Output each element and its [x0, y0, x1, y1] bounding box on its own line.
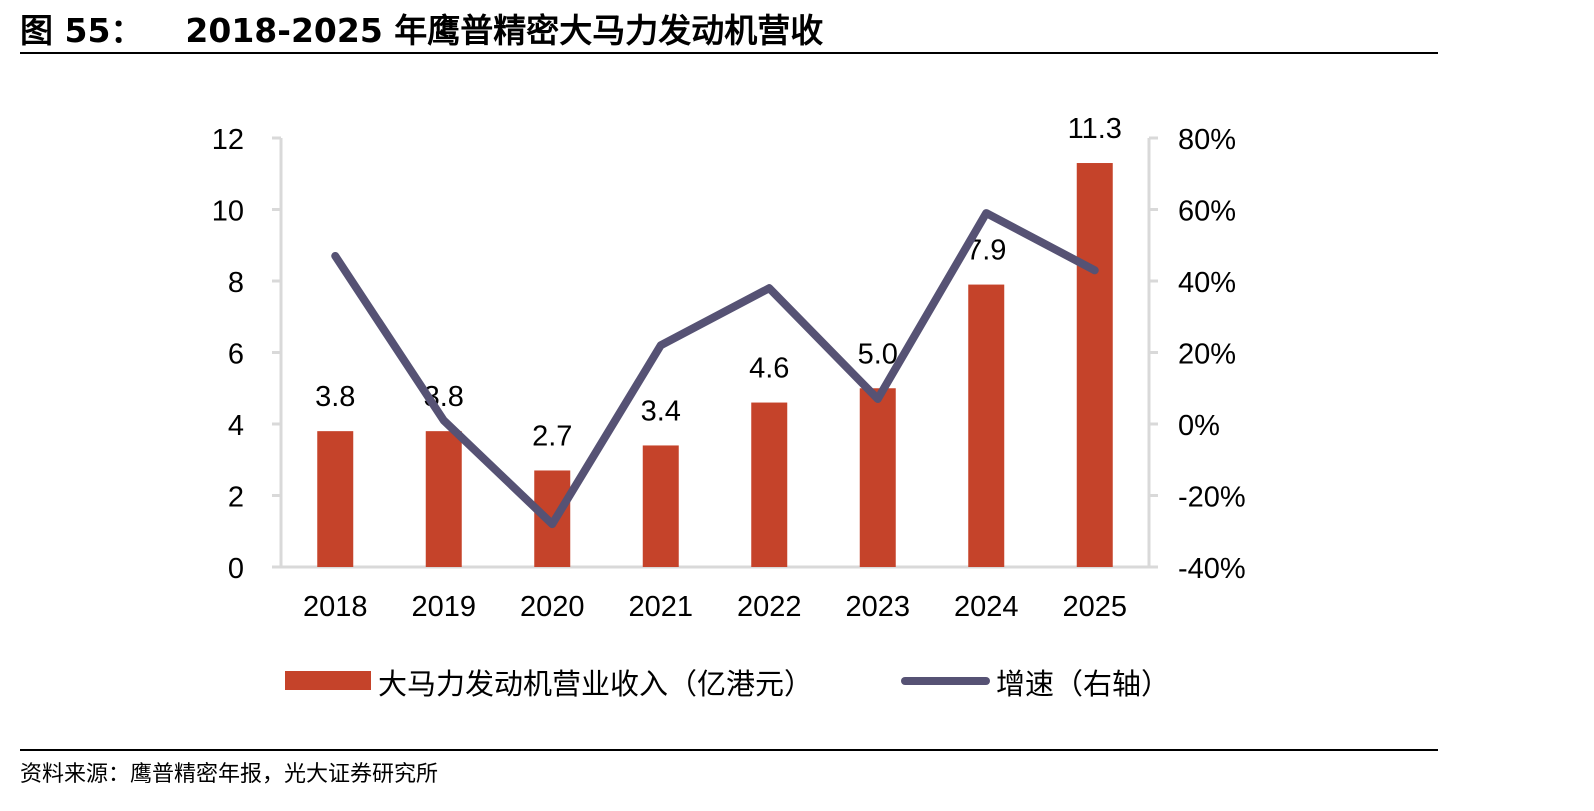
- y-left-tick-label: 2: [228, 482, 244, 514]
- tick-labels: 0 2 4 6 8 10 12 -40% -20% 0% 20% 40% 60% 80% 2018 2019 2…: [212, 124, 1246, 623]
- top-rule: [20, 52, 1438, 54]
- legend-bar-swatch: [285, 671, 371, 690]
- y-right-tick-label: 20%: [1178, 339, 1236, 371]
- bar-series: [317, 163, 1113, 567]
- bar-data-label: 3.4: [641, 395, 681, 427]
- figure-number: 图 55：: [20, 11, 144, 50]
- bar: [1076, 163, 1113, 567]
- y-left-tick-label: 12: [212, 124, 244, 156]
- bar-data-label: 5.0: [858, 338, 898, 370]
- y-right-tick-label: 40%: [1178, 267, 1236, 299]
- chart-axes: [272, 136, 1158, 569]
- figure-title-text: 2018-2025 年鹰普精密大马力发动机营收: [185, 11, 824, 50]
- y-left-tick-label: 4: [228, 410, 244, 442]
- bar-data-label: 2.7: [532, 420, 572, 452]
- y-right-tick-label: 0%: [1178, 410, 1220, 442]
- bar-data-label: 11.3: [1068, 113, 1122, 145]
- x-tick-label: 2025: [1062, 591, 1127, 623]
- bar-data-label: 3.8: [315, 381, 355, 413]
- bar-data-label: 4.6: [749, 353, 789, 385]
- y-left-tick-label: 10: [212, 196, 244, 228]
- legend: 大马力发动机营业收入（亿港元） 增速（右轴）: [285, 667, 1170, 701]
- x-tick-label: 2018: [303, 591, 368, 623]
- y-right-tick-label: 80%: [1178, 124, 1236, 156]
- x-tick-label: 2021: [628, 591, 693, 623]
- y-right-tick-label: -40%: [1178, 553, 1246, 585]
- legend-line-label: 增速（右轴）: [996, 667, 1170, 701]
- chart: 3.8 3.82.73.44.6 5.07.911.3 024681012-40%-…: [212, 113, 1246, 701]
- y-left-tick-label: 0: [228, 553, 244, 585]
- bar: [317, 431, 354, 567]
- x-tick-label: 2022: [737, 591, 802, 623]
- y-right-tick-label: 60%: [1178, 196, 1236, 228]
- x-tick-label: 2023: [845, 591, 910, 623]
- growth-line: [331, 209, 1099, 529]
- x-tick-label: 2020: [520, 591, 585, 623]
- bar: [859, 388, 896, 567]
- line-series: [331, 209, 1099, 529]
- bar: [425, 431, 462, 567]
- bar: [751, 402, 788, 567]
- figure-title: 图 55： 2018-2025 年鹰普精密大马力发动机营收: [20, 4, 823, 52]
- legend-bar-label: 大马力发动机营业收入（亿港元）: [378, 667, 813, 701]
- bar: [642, 445, 679, 567]
- bottom-rule: [20, 749, 1438, 751]
- y-left-tick-label: 6: [228, 339, 244, 371]
- bar-data-labels: 3.8 3.82.73.44.6 5.07.911.3: [315, 113, 1122, 452]
- y-left-tick-label: 8: [228, 267, 244, 299]
- x-tick-label: 2024: [954, 591, 1019, 623]
- source-note: 资料来源：鹰普精密年报，光大证券研究所: [20, 762, 439, 787]
- y-right-tick-label: -20%: [1178, 482, 1246, 514]
- bar: [968, 284, 1005, 567]
- x-tick-label: 2019: [411, 591, 476, 623]
